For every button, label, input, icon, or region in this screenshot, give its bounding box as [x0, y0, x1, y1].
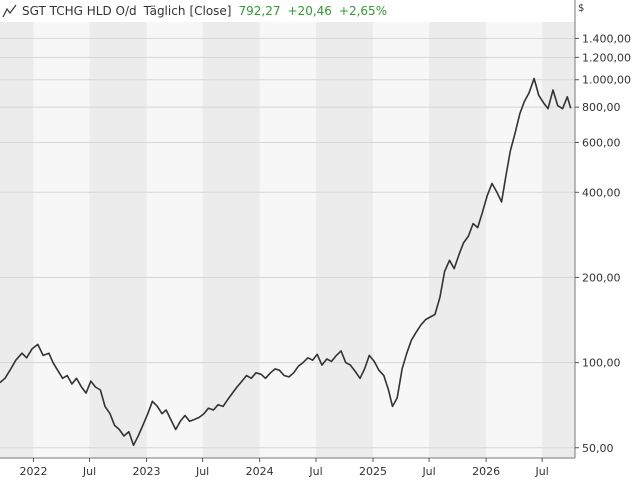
x-tick-label: 2022 [19, 465, 47, 478]
y-axis-ticks: 50,00 100,00 200,00 400,00 600,00 800,00 1.000… [575, 32, 631, 455]
x-axis-ticks: 2022 Jul 2023 Jul 2024 Jul 2025 Jul 2026 Jul [19, 458, 549, 478]
series-layer [0, 77, 572, 447]
x-tick-label: 2023 [133, 465, 161, 478]
y-tick-label: 1.000,00 [582, 74, 631, 87]
x-tick-label: Jul [195, 465, 209, 478]
x-tick-label: 2026 [472, 465, 500, 478]
y-tick-label: 1.200,00 [582, 51, 631, 64]
period-band [316, 22, 374, 458]
instrument-name: SGT TCHG HLD O/d [22, 4, 137, 18]
period-band [542, 22, 575, 458]
y-tick-label: 1.400,00 [582, 32, 631, 45]
axes [0, 0, 576, 459]
y-tick-label: 200,00 [582, 271, 621, 284]
x-tick-label: Jul [535, 465, 549, 478]
horizontal-gridlines [0, 37, 575, 449]
x-tick-label: Jul [308, 465, 322, 478]
currency-label: $ [578, 3, 585, 14]
x-tick-label: Jul [421, 465, 435, 478]
period-band [202, 22, 260, 458]
y-tick-label: 600,00 [582, 136, 621, 149]
change-percent: +2,65% [338, 4, 388, 18]
y-tick-label: 800,00 [582, 101, 621, 114]
y-tick-label: 100,00 [582, 357, 621, 370]
y-tick-label: 400,00 [582, 186, 621, 199]
y-tick-label: 50,00 [582, 442, 614, 455]
x-tick-label: 2025 [359, 465, 387, 478]
mode-label: [Close] [189, 4, 232, 18]
period-band [89, 22, 147, 458]
period-band [0, 22, 34, 458]
period-band [429, 22, 487, 458]
price-series-line [0, 77, 572, 447]
x-tick-label: Jul [82, 465, 96, 478]
change-absolute: +20,46 [287, 4, 332, 18]
month-bands [0, 22, 575, 458]
chart-header: SGT TCHG HLD O/d Täglich [Close] 792,27 … [0, 0, 575, 22]
interval-label: Täglich [143, 4, 186, 18]
x-tick-label: 2024 [246, 465, 274, 478]
line-chart-icon [2, 4, 17, 18]
last-price: 792,27 [238, 4, 281, 18]
